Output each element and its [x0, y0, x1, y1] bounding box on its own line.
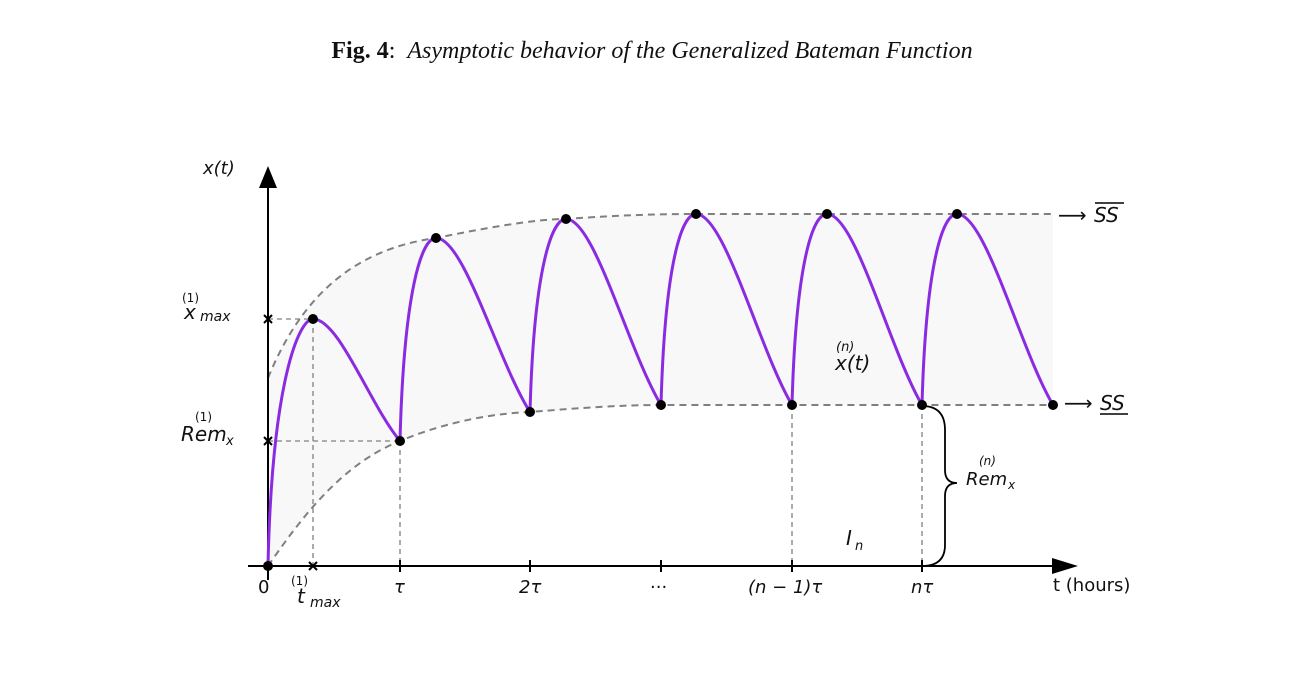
svg-text:x: x [183, 300, 196, 324]
svg-text:t: t [297, 584, 306, 608]
svg-text:max: max [310, 595, 341, 611]
figure-caption: Asymptotic behavior of the Generalized B… [407, 38, 973, 64]
y-axis-label: x(t) [202, 158, 235, 179]
extremum-point [395, 436, 405, 446]
tick-label-0: 0 [258, 577, 269, 598]
x-axis-label: t (hours) [1053, 575, 1130, 596]
y-axis-arrow-icon [259, 166, 277, 188]
x-ticks [399, 560, 923, 572]
tick-label-n-1-tau: (n − 1)τ [748, 577, 822, 598]
t-max-label: (1) t max [291, 574, 341, 611]
rem-n-label: (n) Rem x [966, 454, 1016, 492]
x-axis-arrow-icon [1052, 558, 1078, 574]
svg-text:(1): (1) [291, 574, 308, 588]
cross-marker-icon [308, 561, 318, 571]
svg-text:n: n [855, 539, 863, 554]
rem-1-label: (1) Rem x [181, 410, 234, 449]
tick-label-ntau: nτ [911, 577, 933, 598]
svg-text:I: I [846, 526, 852, 550]
svg-text:(1): (1) [182, 291, 199, 305]
svg-text:⟶: ⟶ [1058, 203, 1087, 227]
extremum-point [787, 400, 797, 410]
extremum-point [525, 407, 535, 417]
interval-label: I n [846, 526, 863, 554]
svg-text:SS: SS [1094, 203, 1119, 227]
extremum-point [561, 214, 571, 224]
extremum-point [952, 209, 962, 219]
svg-text:max: max [200, 309, 231, 325]
tick-label-tau: τ [394, 577, 405, 598]
tick-label-ellipsis: ··· [650, 577, 667, 598]
svg-text:Rem: Rem [181, 422, 227, 446]
extremum-point [263, 561, 273, 571]
extremum-point [822, 209, 832, 219]
extremum-point [656, 400, 666, 410]
extrema-points [263, 209, 1058, 571]
figure-number: Fig. 4 [331, 38, 389, 64]
guide-lines [268, 318, 923, 566]
svg-text:Rem: Rem [966, 469, 1007, 490]
svg-text:x: x [225, 434, 234, 449]
svg-text:⟶: ⟶ [1064, 391, 1093, 415]
svg-text:(n): (n) [979, 454, 996, 468]
xn-label: (n) x(t) [834, 340, 870, 375]
upper-envelope [267, 213, 1053, 379]
upper-ss-label: ⟶ SS [1058, 202, 1124, 227]
svg-text:SS: SS [1100, 391, 1125, 415]
extremum-point [431, 233, 441, 243]
lower-ss-label: ⟶ SS [1064, 391, 1128, 415]
cross-marker-icon [263, 314, 273, 324]
figure-title: Fig. 4: Asymptotic behavior of the Gener… [331, 38, 973, 64]
extremum-point [691, 209, 701, 219]
extremum-point [308, 314, 318, 324]
extremum-point [1048, 400, 1058, 410]
svg-text:x(t): x(t) [834, 351, 870, 375]
cross-markers [263, 314, 318, 571]
svg-text:(n): (n) [836, 340, 854, 355]
svg-text:x: x [1007, 478, 1016, 492]
rem-brace-icon [921, 405, 958, 567]
extremum-point [917, 400, 927, 410]
lower-envelope [267, 404, 1053, 567]
tick-label-2tau: 2τ [519, 577, 541, 598]
x-max-label: (1) x max [182, 291, 231, 325]
svg-text:(1): (1) [195, 410, 212, 424]
cross-marker-icon [263, 436, 273, 446]
